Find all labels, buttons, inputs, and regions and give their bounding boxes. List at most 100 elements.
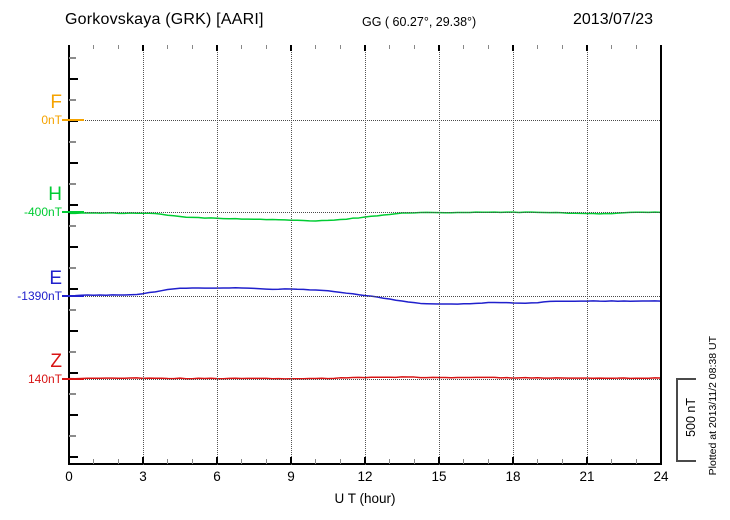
x-axis-minor-tick — [117, 459, 120, 464]
x-axis-minor-tick — [117, 45, 120, 49]
y-axis-tick — [69, 162, 78, 164]
x-axis-tick — [290, 457, 292, 464]
component-symbol: E — [49, 268, 62, 289]
x-axis-tick-label: 24 — [653, 469, 669, 484]
x-axis-minor-tick — [191, 45, 194, 49]
x-axis-minor-tick — [487, 459, 490, 464]
x-axis-minor-tick — [610, 45, 613, 49]
y-axis-tick — [69, 456, 78, 458]
x-axis-tick — [290, 45, 292, 51]
baseline-marker-e — [62, 294, 84, 298]
observation-date: 2013/07/23 — [573, 11, 654, 28]
x-axis-minor-tick — [487, 45, 490, 49]
x-axis-minor-tick — [314, 45, 317, 49]
y-axis-tick — [69, 414, 78, 416]
x-axis-tick — [512, 457, 514, 464]
right-frame-line — [660, 45, 662, 465]
baseline-f — [69, 120, 660, 121]
x-axis-tick — [438, 45, 440, 51]
y-axis-tick — [69, 267, 76, 269]
x-axis-tick-label: 9 — [287, 469, 295, 484]
y-axis-tick — [69, 309, 76, 311]
baseline-marker-z — [62, 377, 84, 381]
x-axis-tick — [660, 457, 662, 464]
y-axis-tick — [69, 225, 76, 227]
x-axis-tick — [438, 457, 440, 464]
x-axis-tick — [512, 45, 514, 51]
x-axis-tick — [142, 457, 144, 464]
x-axis-minor-tick — [265, 45, 268, 49]
grid-line-vertical — [587, 45, 588, 465]
x-axis-tick — [364, 45, 366, 51]
scale-bar-bottom-cap — [676, 460, 696, 462]
x-axis-minor-tick — [635, 459, 638, 464]
x-axis-tick — [68, 45, 70, 51]
grid-line-vertical — [365, 45, 366, 465]
x-axis-minor-tick — [561, 45, 564, 49]
y-axis-tick — [69, 393, 76, 395]
baseline-e — [69, 296, 660, 297]
component-value: 0nT — [41, 113, 62, 127]
x-axis-minor-tick — [92, 459, 95, 464]
x-axis-tick-label: 3 — [139, 469, 147, 484]
x-axis-minor-tick — [166, 459, 169, 464]
y-axis-tick — [69, 246, 78, 248]
y-axis-tick — [69, 351, 76, 353]
x-axis-minor-tick — [388, 459, 391, 464]
plot-area: 0 3 6 9 12 15 18 21 24 U T (hour) — [62, 45, 669, 506]
x-axis-minor-tick — [388, 45, 391, 49]
scale-bar-label: 500 nT — [684, 398, 698, 437]
y-axis-line — [68, 45, 70, 465]
x-axis-tick — [68, 457, 70, 464]
baseline-marker-h — [62, 210, 84, 214]
x-axis-tick-label: 0 — [65, 469, 73, 484]
x-axis-tick-label: 15 — [431, 469, 447, 484]
y-axis-tick — [69, 141, 76, 143]
component-label-z: Z 140nT — [0, 352, 62, 386]
x-axis-tick — [142, 45, 144, 51]
baseline-marker-f — [62, 118, 84, 122]
x-axis-minor-tick — [240, 459, 243, 464]
x-axis-minor-tick — [462, 45, 465, 49]
x-axis-title: U T (hour) — [334, 491, 396, 506]
y-axis-tick — [69, 330, 78, 332]
baseline-z — [69, 379, 660, 380]
x-axis-minor-tick — [413, 45, 416, 49]
x-axis-tick — [660, 45, 662, 51]
x-axis-minor-tick — [561, 459, 564, 464]
x-axis-minor-tick — [536, 459, 539, 464]
component-label-h: H -400nT — [0, 185, 62, 219]
x-axis-tick-label: 21 — [579, 469, 595, 484]
component-symbol: H — [48, 184, 62, 205]
grid-line-vertical — [143, 45, 144, 465]
x-axis-minor-tick — [92, 45, 95, 49]
x-axis-tick — [216, 457, 218, 464]
x-axis-tick — [586, 45, 588, 51]
plotted-timestamp: Plotted at 2013/11/2 08:38 UT — [707, 336, 719, 476]
x-axis-minor-tick — [191, 459, 194, 464]
x-axis-minor-tick — [339, 45, 342, 49]
x-axis-minor-tick — [536, 45, 539, 49]
y-axis-tick — [69, 435, 76, 437]
scale-bar — [676, 378, 678, 462]
y-axis-tick — [69, 99, 76, 101]
grid-line-vertical — [513, 45, 514, 465]
x-axis-tick — [586, 457, 588, 464]
component-label-f: F 0nT — [0, 93, 62, 127]
x-axis-tick-label: 12 — [357, 469, 373, 484]
component-symbol: F — [50, 92, 62, 113]
x-axis-minor-tick — [166, 45, 169, 49]
grid-line-vertical — [439, 45, 440, 465]
grid-line-vertical — [291, 45, 292, 465]
x-axis-tick-label: 6 — [213, 469, 221, 484]
x-axis-minor-tick — [462, 459, 465, 464]
x-axis-minor-tick — [413, 459, 416, 464]
y-axis-tick — [69, 57, 76, 59]
geographic-coordinates: GG ( 60.27°, 29.38°) — [362, 15, 477, 29]
x-axis-minor-tick — [314, 459, 317, 464]
component-value: -1390nT — [17, 289, 62, 303]
x-axis-minor-tick — [339, 459, 342, 464]
scale-bar-top-cap — [676, 378, 696, 380]
x-axis-minor-tick — [240, 45, 243, 49]
